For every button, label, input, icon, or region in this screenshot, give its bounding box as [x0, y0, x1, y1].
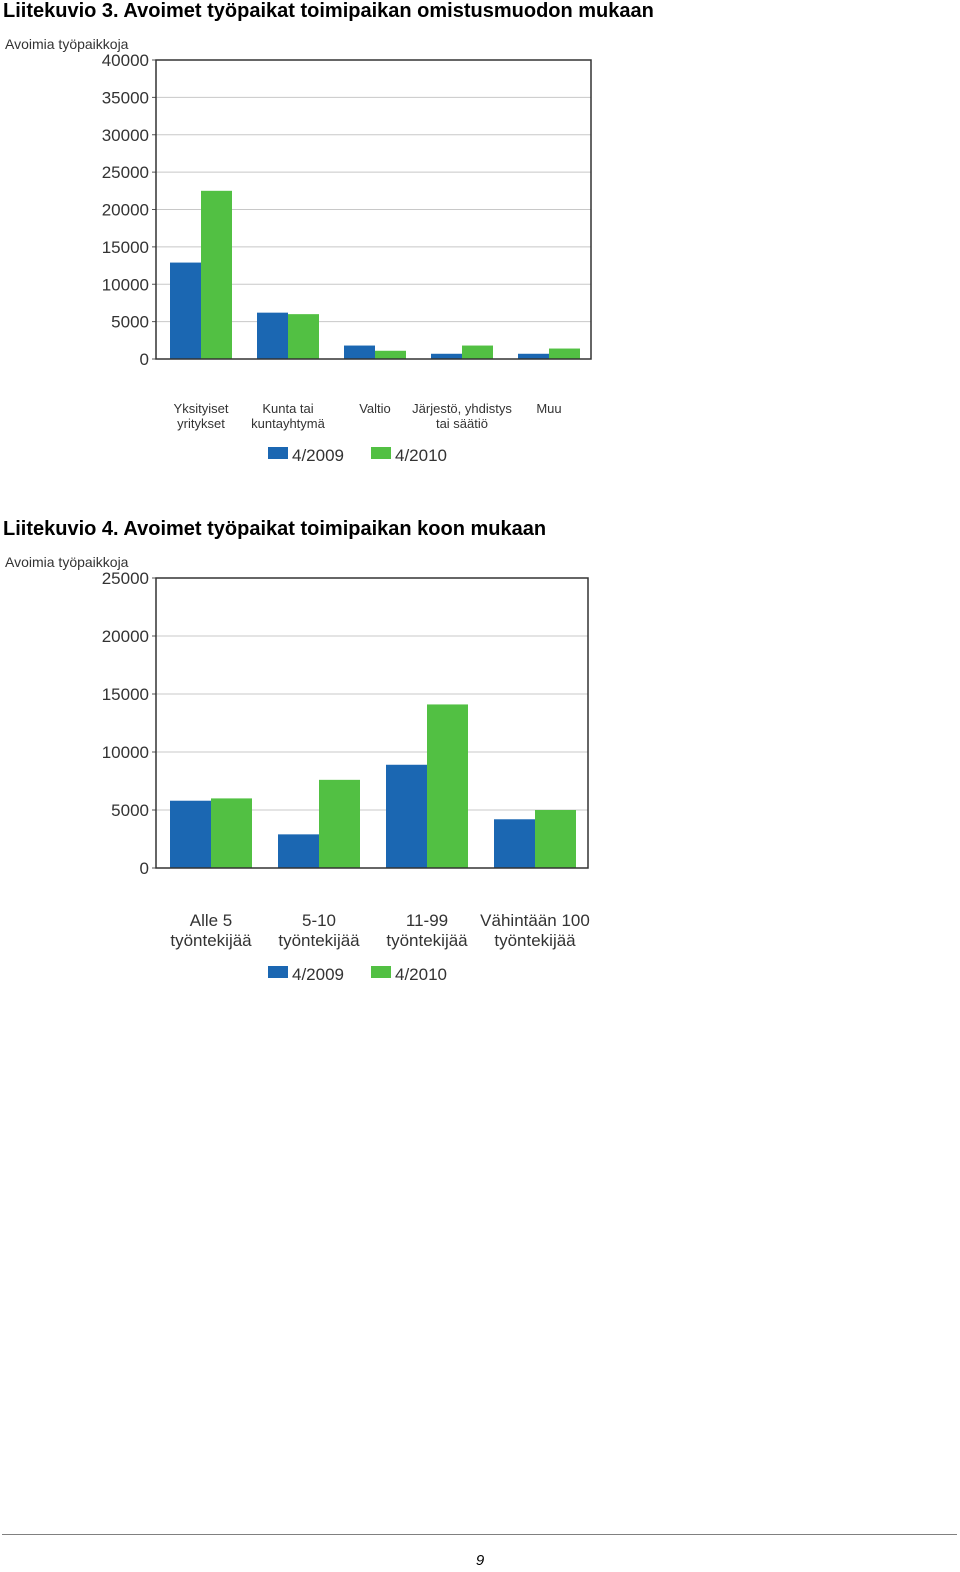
- legend-swatch: [268, 447, 288, 459]
- legend-swatch: [268, 966, 288, 978]
- y-axis-title: Avoimia työpaikkoja: [5, 36, 129, 52]
- y-tick-label: 20000: [102, 627, 149, 646]
- x-category-label: Kunta tai: [262, 401, 313, 416]
- figure-3-bar-chart: Avoimia työpaikkoja 0 5000 10000 15000 20000 2…: [0, 30, 620, 470]
- y-tick-label: 0: [140, 350, 149, 369]
- x-category-label: Muu: [536, 401, 561, 416]
- legend-label: 4/2010: [395, 965, 447, 984]
- y-tick-label: 10000: [102, 275, 149, 294]
- x-category-label: kuntayhtymä: [251, 416, 325, 431]
- bar: [431, 353, 462, 359]
- bar: [344, 345, 375, 359]
- y-tick-label: 35000: [102, 88, 149, 107]
- bar: [518, 353, 549, 359]
- bar: [375, 350, 406, 359]
- y-tick-label: 15000: [102, 685, 149, 704]
- y-tick-label: 30000: [102, 126, 149, 145]
- bar: [386, 764, 427, 868]
- bar: [427, 704, 468, 868]
- x-category-label: Järjestö, yhdistys: [412, 401, 512, 416]
- footer-divider: [2, 1534, 957, 1535]
- legend-label: 4/2009: [292, 965, 344, 984]
- x-category-label: yritykset: [177, 416, 225, 431]
- bar: [211, 798, 252, 868]
- x-category-label: työntekijää: [494, 931, 576, 950]
- y-tick-label: 25000: [102, 569, 149, 588]
- x-category-label: tai säätiö: [436, 416, 488, 431]
- bar: [319, 779, 360, 868]
- y-tick-label: 5000: [111, 313, 149, 332]
- bar: [288, 314, 319, 359]
- figure-3-title: Liitekuvio 3. Avoimet työpaikat toimipai…: [3, 0, 654, 22]
- chart-svg: Avoimia työpaikkoja 0 5000 10000 15000 20000 2…: [5, 36, 592, 465]
- y-axis-title: Avoimia työpaikkoja: [5, 554, 129, 570]
- y-tick-label: 5000: [111, 801, 149, 820]
- y-tick-label: 25000: [102, 163, 149, 182]
- figure-4-title: Liitekuvio 4. Avoimet työpaikat toimipai…: [3, 518, 547, 540]
- x-category-label: työntekijää: [386, 931, 468, 950]
- figure-4-bar-chart: Avoimia työpaikkoja 0 5000 10000 15000 20000 2…: [0, 548, 620, 988]
- x-category-label: Alle 5: [190, 911, 233, 930]
- bar: [201, 190, 232, 359]
- page-number: 9: [475, 1552, 485, 1569]
- x-category-label: työntekijää: [278, 931, 360, 950]
- x-category-label: Vähintään 100: [480, 911, 590, 930]
- bar: [494, 819, 535, 868]
- bar: [549, 348, 580, 359]
- plot-frame: [155, 577, 589, 869]
- x-category-label: Valtio: [359, 401, 391, 416]
- bar: [170, 262, 201, 359]
- x-category-label: 11-99: [406, 911, 448, 930]
- x-category-label: työntekijää: [170, 931, 252, 950]
- y-tick-label: 15000: [102, 238, 149, 257]
- legend-swatch: [371, 447, 391, 459]
- bar: [535, 810, 576, 868]
- bar: [278, 834, 319, 868]
- y-tick-label: 0: [140, 859, 149, 878]
- legend-swatch: [371, 966, 391, 978]
- y-tick-label: 20000: [102, 201, 149, 220]
- y-tick-label: 40000: [102, 51, 149, 70]
- bar: [170, 800, 211, 868]
- bar: [462, 345, 493, 359]
- legend-label: 4/2009: [292, 446, 344, 465]
- chart-svg: Avoimia työpaikkoja 0 5000 10000 15000 20000 2…: [5, 554, 590, 984]
- y-tick-label: 10000: [102, 743, 149, 762]
- plot-frame: [155, 59, 592, 360]
- legend-label: 4/2010: [395, 446, 447, 465]
- x-category-label: Yksityiset: [174, 401, 229, 416]
- bar: [257, 312, 288, 359]
- x-category-label: 5-10: [302, 911, 336, 930]
